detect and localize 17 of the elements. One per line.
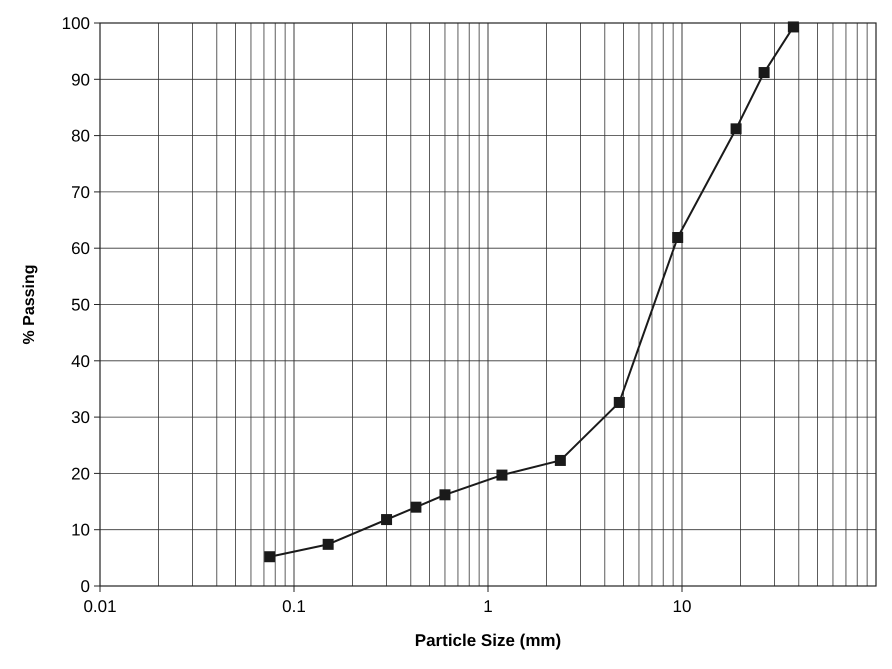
y-tick-label: 90 [71, 70, 90, 90]
x-tick-label: 0.1 [282, 597, 306, 616]
y-tick-label: 80 [71, 126, 90, 146]
y-tick-label: 100 [62, 14, 90, 33]
y-tick-label: 0 [80, 577, 90, 596]
y-tick-label: 40 [71, 352, 90, 371]
y-tick-label: 60 [71, 239, 90, 258]
x-tick-label: 0.01 [83, 597, 117, 616]
y-tick-label: 50 [71, 296, 90, 314]
y-tick-label: 30 [71, 408, 90, 428]
y-tick-label: 10 [71, 520, 90, 540]
x-tick-label: 1 [483, 597, 493, 616]
x-tick-label: 10 [672, 597, 692, 616]
y-tick-label: 20 [71, 464, 90, 484]
x-axis-title: Particle Size (mm) [414, 631, 562, 650]
y-tick-label: 70 [71, 182, 90, 202]
y-axis-title: % Passing [21, 264, 38, 345]
